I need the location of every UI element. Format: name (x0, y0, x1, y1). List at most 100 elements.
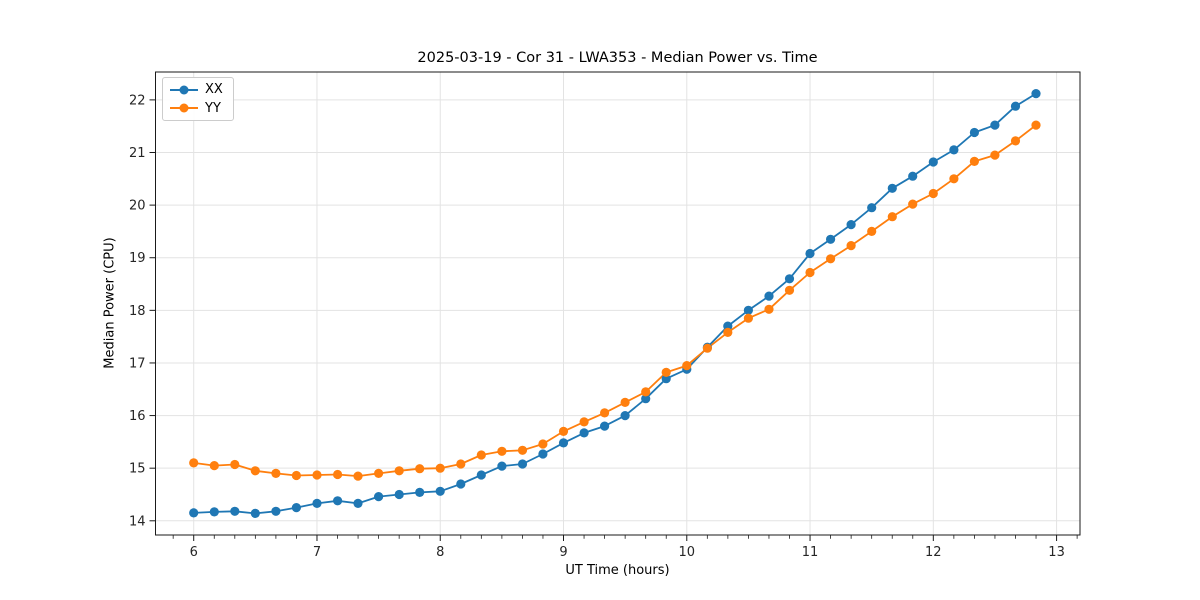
legend-marker-yy-icon (170, 103, 198, 113)
data-point-xx (600, 421, 610, 431)
data-point-yy (846, 241, 856, 251)
data-point-xx (928, 157, 938, 167)
data-point-yy (867, 226, 877, 236)
data-point-yy (805, 267, 815, 278)
data-point-xx (394, 489, 404, 500)
data-point-xx (949, 145, 959, 155)
data-point-xx (353, 498, 363, 508)
data-point-xx (456, 479, 466, 489)
data-point-xx (784, 274, 795, 284)
data-point-yy (415, 464, 425, 474)
data-point-yy (1010, 136, 1021, 146)
data-point-yy (435, 463, 445, 473)
data-point-yy (990, 150, 1000, 160)
data-point-xx (990, 120, 1000, 130)
y-axis-label: Median Power (CPU) (102, 237, 118, 369)
x-tick-label: 8 (436, 545, 444, 560)
data-point-xx (641, 394, 651, 404)
data-point-xx (435, 486, 445, 496)
data-point-xx (538, 449, 548, 459)
data-point-xx (291, 503, 301, 513)
y-tick-label: 18 (129, 304, 146, 319)
data-point-xx (908, 171, 918, 181)
x-tick-label: 11 (802, 545, 819, 560)
y-tick-label: 14 (129, 514, 146, 529)
data-point-xx (887, 183, 897, 193)
data-point-yy (969, 156, 980, 166)
data-point-xx (1010, 101, 1021, 111)
data-point-yy (600, 408, 610, 418)
data-point-xx (209, 507, 219, 517)
data-point-xx (764, 291, 774, 301)
data-point-xx (476, 470, 486, 480)
data-point-yy (620, 397, 630, 407)
data-point-yy (456, 459, 466, 469)
data-point-yy (250, 466, 260, 476)
data-point-yy (1031, 120, 1041, 130)
data-point-xx (517, 459, 528, 469)
data-point-xx (333, 496, 343, 506)
data-point-xx (579, 428, 589, 438)
data-point-yy (826, 254, 836, 264)
data-point-xx (867, 203, 877, 213)
data-point-yy (312, 470, 322, 480)
data-point-yy (394, 466, 404, 476)
data-point-yy (764, 304, 774, 314)
chart-title: 2025-03-19 - Cor 31 - LWA353 - Median Po… (417, 50, 818, 66)
legend-item-xx: XX (170, 82, 223, 98)
data-point-yy (497, 446, 507, 456)
data-point-yy (333, 469, 343, 480)
data-point-yy (538, 439, 548, 449)
data-point-yy (949, 174, 959, 184)
data-point-yy (661, 367, 671, 377)
data-point-yy (209, 461, 219, 471)
data-point-xx (497, 461, 507, 471)
data-point-yy (723, 327, 733, 337)
legend: XX YY (162, 77, 234, 122)
y-tick-label: 16 (129, 409, 146, 424)
y-tick-label: 15 (129, 462, 146, 477)
x-tick-label: 10 (679, 545, 696, 560)
data-point-yy (579, 417, 589, 427)
data-point-yy (784, 285, 795, 295)
y-tick-label: 20 (129, 199, 146, 214)
x-tick-label: 12 (925, 545, 942, 560)
data-point-yy (702, 343, 713, 353)
data-point-xx (312, 498, 322, 508)
data-point-yy (641, 387, 651, 397)
data-point-xx (846, 220, 856, 230)
series-line-xx (193, 92, 1037, 515)
data-point-yy (887, 212, 897, 222)
x-tick-label: 6 (190, 545, 198, 560)
data-point-xx (374, 492, 384, 502)
data-point-yy (374, 468, 384, 478)
data-point-xx (723, 321, 733, 331)
y-tick-label: 22 (129, 93, 146, 108)
data-point-yy (353, 471, 363, 481)
legend-item-yy: YY (170, 101, 223, 117)
data-point-xx (250, 508, 260, 518)
data-point-xx (661, 374, 671, 384)
y-tick-label: 19 (129, 251, 146, 266)
y-tick-label: 21 (129, 146, 146, 161)
data-point-xx (271, 506, 281, 516)
data-point-xx (826, 234, 836, 244)
data-point-xx (969, 127, 980, 138)
data-point-xx (620, 411, 630, 421)
data-point-yy (230, 459, 240, 470)
x-tick-label: 9 (559, 545, 567, 560)
data-point-yy (271, 468, 281, 478)
data-point-yy (558, 426, 569, 436)
data-point-yy (291, 470, 301, 481)
data-point-yy (517, 445, 528, 455)
data-point-xx (189, 508, 199, 518)
legend-label-xx: XX (205, 82, 223, 97)
data-point-yy (476, 450, 486, 460)
data-point-xx (1031, 89, 1041, 99)
data-point-yy (189, 458, 199, 468)
legend-label-yy: YY (205, 100, 221, 116)
data-point-xx (805, 248, 815, 259)
plot-border (155, 71, 1081, 536)
